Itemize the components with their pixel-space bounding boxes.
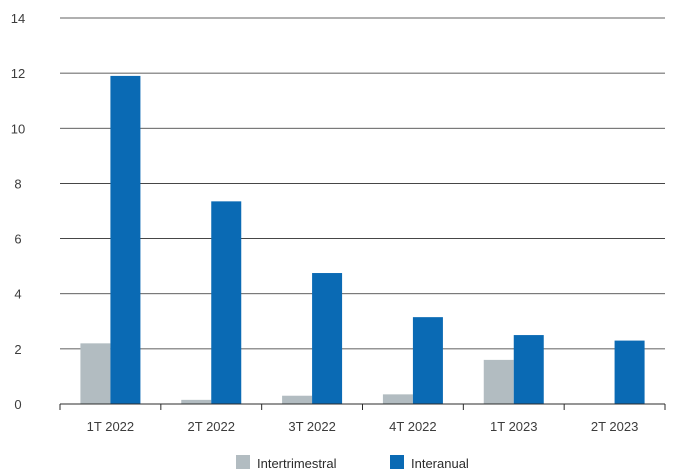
- x-axis: [59, 403, 666, 410]
- bar-interanual-2: [312, 273, 343, 404]
- gridlines: [60, 17, 665, 350]
- y-tick-label: 4: [14, 287, 21, 302]
- legend-label-0: Intertrimestral: [257, 456, 337, 471]
- y-tick-label: 8: [14, 176, 21, 191]
- x-tick-label: 1T 2022: [87, 419, 134, 434]
- x-tick-label: 2T 2022: [188, 419, 235, 434]
- bar-interanual-0: [110, 75, 141, 405]
- bar-intertrimestral-0: [80, 343, 111, 404]
- y-tick-label: 0: [14, 397, 21, 412]
- x-tick-label: 4T 2022: [389, 419, 436, 434]
- bar-interanual-5: [614, 340, 645, 404]
- x-axis-tick-labels: 1T 2022 2T 2022 3T 2022 4T 2022 1T 2023 2T 20…: [87, 419, 639, 434]
- y-tick-label: 12: [11, 66, 25, 81]
- x-tick-label: 2T 2023: [591, 419, 638, 434]
- legend-swatch-1: [390, 455, 404, 469]
- y-tick-label: 10: [11, 121, 25, 136]
- y-tick-label: 2: [14, 342, 21, 357]
- legend-swatch-0: [236, 455, 250, 469]
- x-tick-label: 3T 2022: [288, 419, 335, 434]
- bar-intertrimestral-3: [382, 394, 413, 404]
- bar-intertrimestral-2: [282, 395, 313, 404]
- bars: [80, 75, 645, 405]
- bar-intertrimestral-1: [181, 399, 212, 404]
- bar-interanual-3: [412, 317, 443, 404]
- bar-intertrimestral-4: [483, 359, 514, 404]
- legend: Intertrimestral Interanual: [236, 455, 469, 471]
- legend-label-1: Interanual: [411, 456, 469, 471]
- bar-interanual-4: [513, 335, 544, 404]
- y-tick-label: 14: [11, 11, 25, 26]
- y-axis-tick-labels: 0 2 4 6 8 10 12 14: [11, 11, 25, 412]
- bar-interanual-1: [211, 201, 242, 404]
- x-tick-label: 1T 2023: [490, 419, 537, 434]
- y-tick-label: 6: [14, 232, 21, 247]
